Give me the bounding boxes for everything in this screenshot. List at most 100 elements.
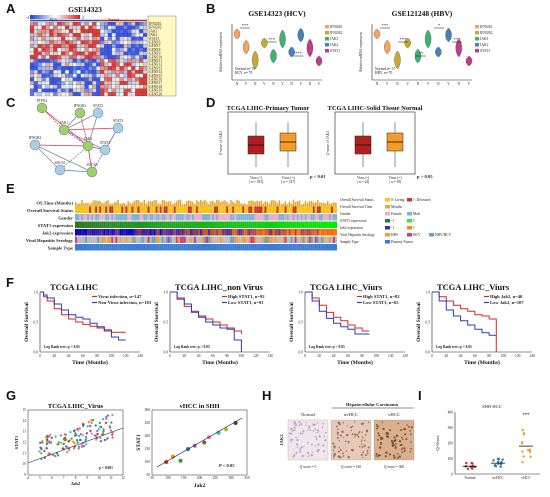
- heatmap-cell: [107, 25, 112, 30]
- jak2-cell: [165, 229, 168, 236]
- sample-cell: [85, 244, 88, 251]
- jak2-cell: [121, 229, 124, 236]
- heatmap-cell: [88, 58, 93, 63]
- heatmap-cell: [104, 29, 109, 34]
- os-time-bar: [195, 199, 198, 207]
- gender-cell: [330, 214, 333, 221]
- ihc-cell: [299, 432, 302, 435]
- heatmap-cell: [53, 29, 58, 34]
- legend-title: Overall Survival Status: [340, 198, 374, 202]
- legend-label: JAK2: [330, 43, 339, 47]
- viral-cell: [252, 236, 255, 243]
- gender-cell: [97, 214, 100, 221]
- heatmap-cell: [49, 88, 54, 93]
- network-node-label: STAT3: [113, 119, 123, 123]
- legend-swatch: [325, 25, 329, 29]
- ihc-cell: [395, 443, 397, 445]
- ihc-cell: [347, 440, 350, 443]
- jak2-cell: [171, 229, 174, 236]
- violin-stat1: [465, 55, 473, 67]
- heatmap-cell: [115, 51, 120, 56]
- heatmap-cell: [131, 47, 136, 52]
- os-time-bar: [119, 203, 121, 207]
- heatmap-cell: [68, 73, 73, 78]
- heatmap-cell: [139, 44, 144, 48]
- legend-swatch: [325, 37, 329, 41]
- scatter-point: [69, 430, 72, 434]
- ihc-cell: [317, 448, 320, 451]
- os-time-bar: [316, 200, 319, 207]
- sample-cell: [195, 244, 198, 251]
- ihc-cell: [378, 446, 382, 449]
- heatmap-cell: [72, 88, 77, 93]
- viral-cell: [264, 236, 267, 243]
- heatmap-cell: [53, 81, 58, 85]
- scatter-point: [103, 438, 106, 442]
- gender-cell: [107, 214, 110, 221]
- panel-label-f: F: [6, 275, 14, 290]
- os-time-bar: [250, 200, 252, 207]
- heatmap-cell: [80, 47, 85, 52]
- heatmap-cell: [131, 70, 136, 74]
- dotplot-point: [520, 442, 524, 445]
- stat1-cell: [292, 221, 295, 228]
- survival-cell: [137, 206, 140, 213]
- heatmap-cell: [127, 29, 132, 34]
- stat1-cell: [183, 221, 186, 228]
- gender-cell: [248, 214, 251, 221]
- os-time-bar: [222, 200, 224, 207]
- gender-cell: [169, 214, 172, 221]
- ihc-cell: [384, 455, 387, 458]
- survival-cell: [262, 206, 265, 213]
- heatmap-cell: [53, 40, 58, 45]
- scatter-point: [76, 429, 80, 432]
- stat1-cell: [332, 221, 335, 228]
- heatmap-cell: [100, 47, 105, 52]
- os-time-bar: [199, 199, 202, 207]
- km-pvalue: Log Rank test: p < 0.05: [436, 345, 472, 349]
- ihc-cell: [295, 451, 298, 454]
- scatter-point: [62, 447, 65, 450]
- ihc-cell: [294, 422, 297, 425]
- survival-cell: [99, 206, 102, 213]
- ihc-cell: [393, 436, 396, 439]
- scatter-point: [43, 450, 46, 453]
- heatmap-cell: [143, 77, 148, 82]
- ihc-cell: [404, 433, 407, 436]
- scatter-xtick: 50: [150, 476, 154, 480]
- heatmap-cells: [29, 19, 148, 97]
- legend-item: HBV: [391, 233, 399, 237]
- legend-swatch: [475, 25, 479, 29]
- sample-cell: [189, 244, 192, 251]
- viral-cell: [189, 236, 192, 243]
- viral-cell: [109, 236, 112, 243]
- scatter-point: [99, 436, 102, 440]
- stat1-cell: [260, 221, 263, 228]
- scatter-point: [72, 447, 75, 450]
- heatmap-cell: [61, 66, 66, 71]
- survival-cell: [159, 206, 162, 213]
- sample-cell: [79, 244, 82, 251]
- heatmap-cell: [111, 40, 116, 45]
- jak2-cell: [276, 229, 279, 236]
- scatter-point: [85, 442, 88, 446]
- ihc-cell: [290, 427, 293, 431]
- viral-cell: [326, 236, 329, 243]
- heatmap-cell: [33, 44, 38, 48]
- stat1-cell: [177, 221, 180, 228]
- viral-cell: [75, 236, 78, 243]
- heatmap-cell: [96, 73, 101, 78]
- ihc-cell: [307, 429, 309, 431]
- viral-cell: [290, 236, 293, 243]
- sample-cell: [304, 244, 307, 251]
- heatmap-cell: [57, 51, 62, 56]
- viral-cell: [105, 236, 108, 243]
- survival-cell: [189, 206, 192, 213]
- os-time-bar: [175, 201, 178, 207]
- scatter-point: [50, 436, 53, 439]
- sample-cell: [129, 244, 132, 251]
- heatmap-cell: [92, 88, 97, 93]
- jak2-cell: [330, 229, 333, 236]
- stat1-cell: [185, 221, 188, 228]
- stat1-cell: [220, 221, 223, 228]
